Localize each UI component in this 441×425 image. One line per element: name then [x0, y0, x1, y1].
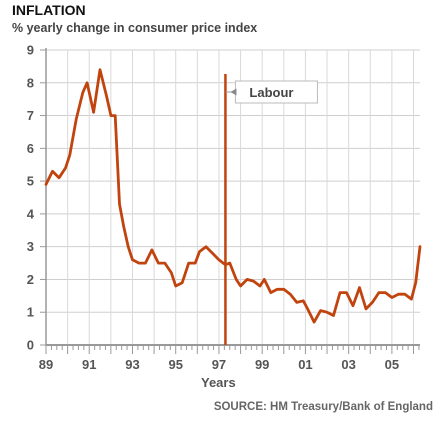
labour-pointer-icon: [230, 88, 237, 96]
x-axis-title: Years: [201, 375, 236, 390]
y-tick-label: 5: [27, 174, 34, 189]
x-tick-label: 01: [298, 357, 312, 372]
chart-subtitle: % yearly change in consumer price index: [12, 21, 258, 35]
x-tick-label: 91: [82, 357, 96, 372]
y-tick-label: 3: [27, 239, 34, 254]
x-tick-label: 03: [341, 357, 355, 372]
y-tick-label: 7: [27, 108, 34, 123]
chart-title: INFLATION: [12, 2, 86, 18]
y-tick-label: 6: [27, 141, 34, 156]
x-tick-label: 05: [385, 357, 399, 372]
inflation-series-line: [44, 68, 422, 324]
y-tick-label: 0: [27, 338, 34, 353]
y-tick-label: 2: [27, 272, 34, 287]
y-tick-label: 9: [27, 43, 34, 58]
x-tick-label: 99: [255, 357, 269, 372]
y-tick-label: 1: [27, 305, 34, 320]
x-tick-label: 89: [39, 357, 53, 372]
x-tick-label: 93: [125, 357, 139, 372]
labour-label: Labour: [249, 85, 293, 100]
source-note: SOURCE: HM Treasury/Bank of England: [213, 401, 433, 413]
y-tick-label: 4: [27, 206, 35, 221]
x-tick-label: 95: [168, 357, 182, 372]
y-tick-label: 8: [27, 75, 34, 90]
x-tick-label: 97: [212, 357, 226, 372]
